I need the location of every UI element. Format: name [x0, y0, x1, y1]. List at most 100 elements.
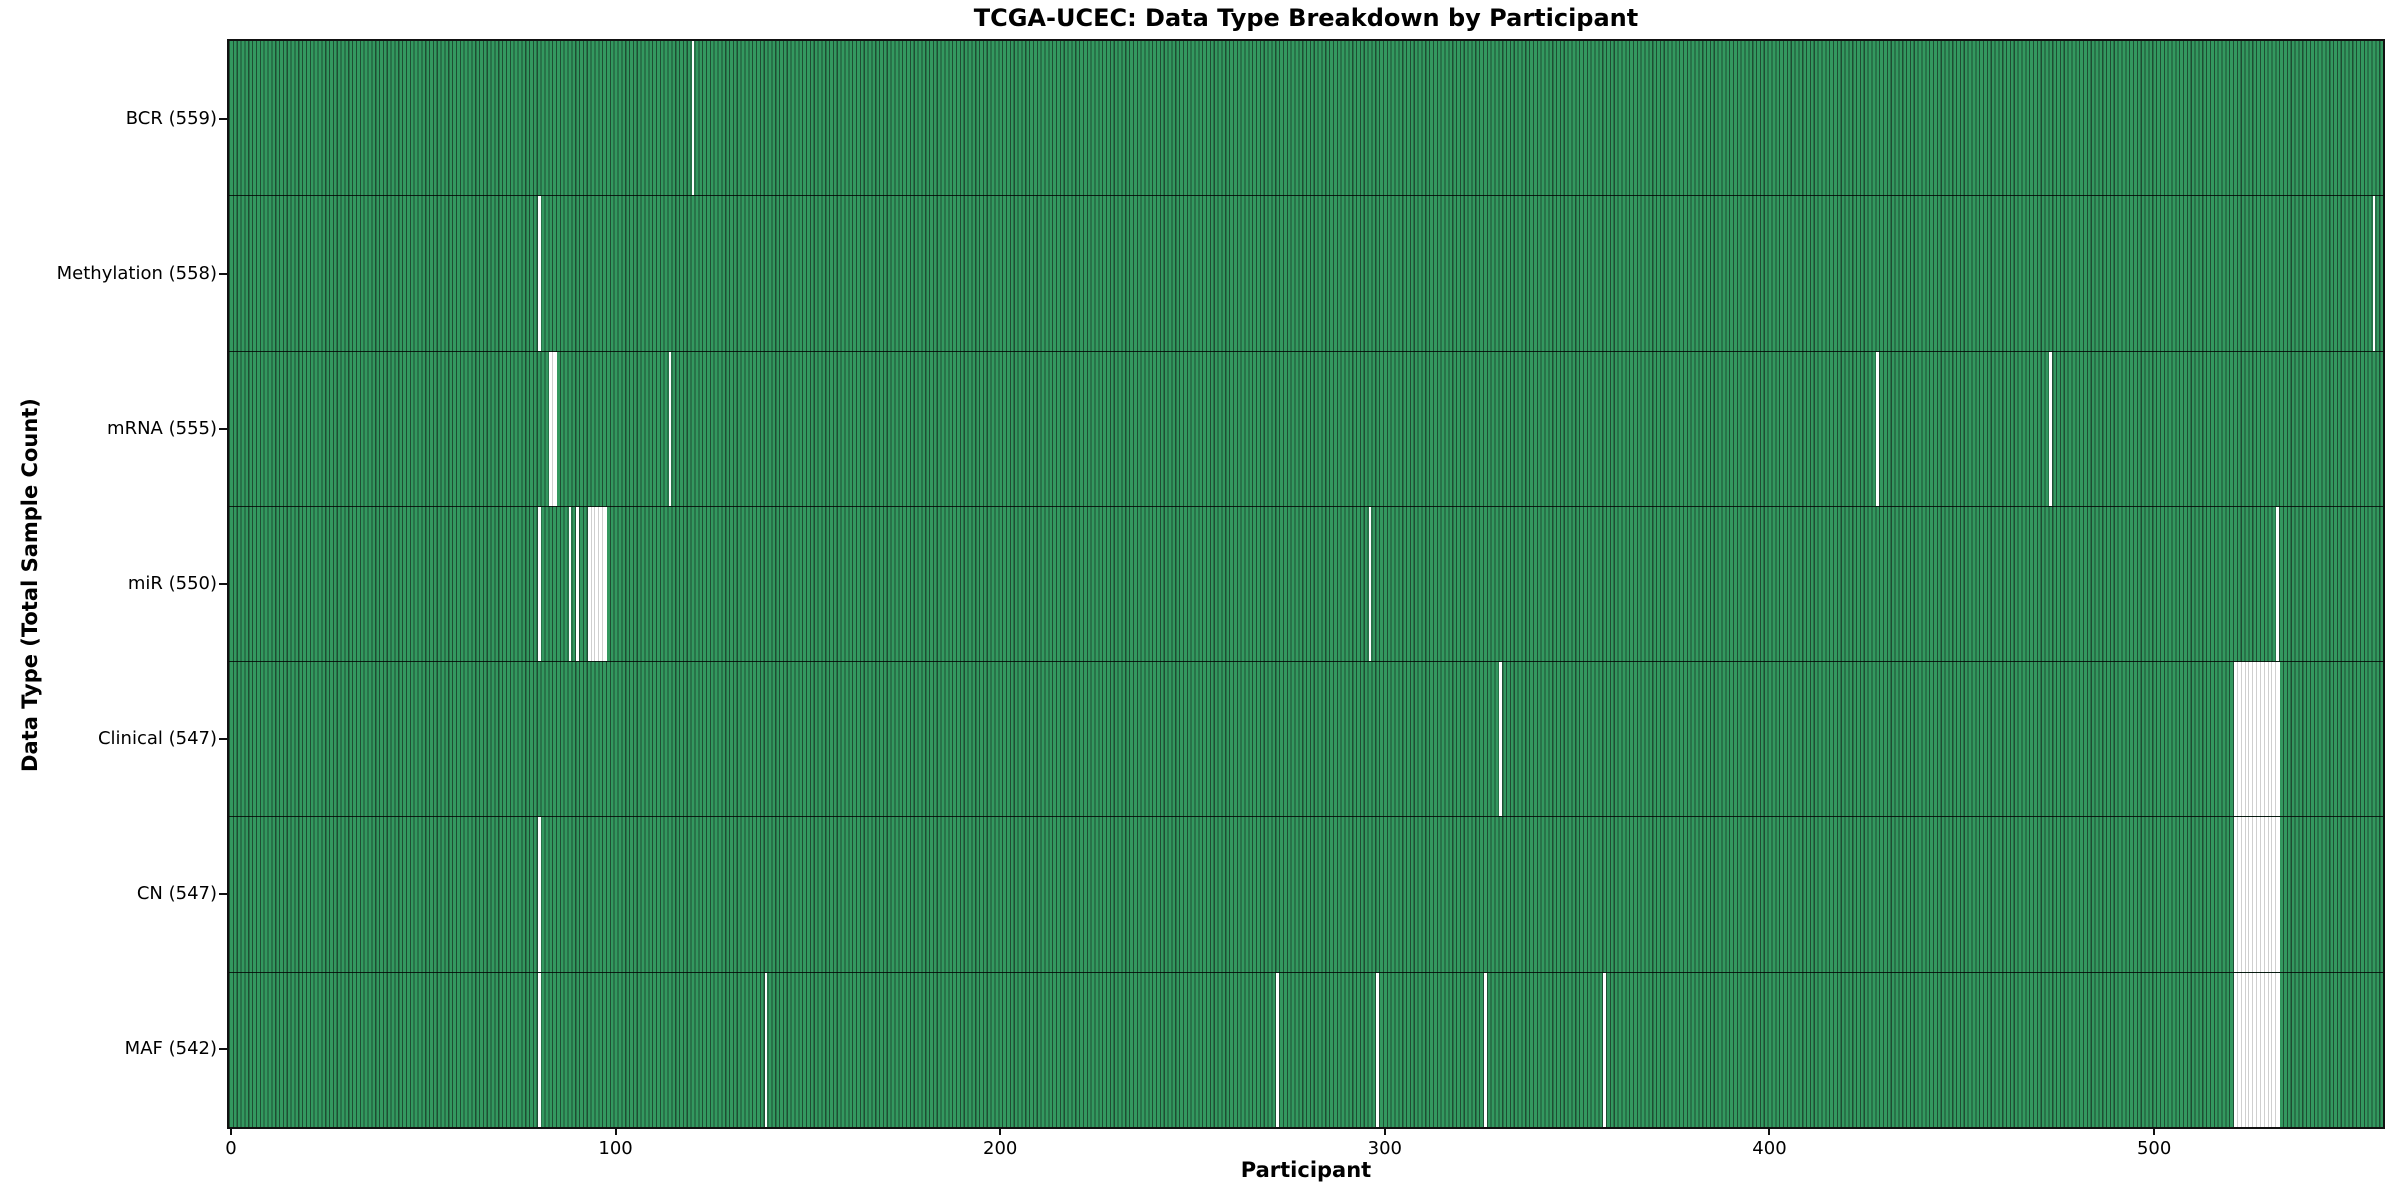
y-tick-label: miR (550) [127, 573, 217, 594]
absent-cell [2234, 662, 2237, 817]
x-tick-mark [1383, 1127, 1386, 1135]
absent-cell [587, 506, 591, 662]
y-tick-mark [219, 1048, 227, 1051]
absent-cell [2267, 662, 2273, 817]
absent-cell [2271, 817, 2277, 972]
y-tick-mark [219, 738, 227, 741]
x-tick-mark [999, 1127, 1002, 1135]
absent-cell [2267, 817, 2273, 972]
absent-cell [2252, 972, 2258, 1127]
x-tick-label: 500 [2136, 1138, 2172, 1159]
x-tick-label: 100 [598, 1138, 633, 1159]
absent-cell [576, 506, 579, 662]
absent-cell [2240, 972, 2246, 1127]
plot-area: Present Absent [227, 39, 2385, 1129]
absent-cell [2275, 662, 2281, 817]
y-tick-mark [219, 893, 227, 896]
absent-cell [2271, 662, 2277, 817]
absent-cell [549, 351, 553, 506]
absent-cell [1603, 972, 1606, 1127]
absent-cell [2252, 662, 2258, 817]
absent-cell [537, 196, 541, 351]
y-tick-label: BCR (559) [125, 107, 217, 129]
y-tick-label: CN (547) [136, 883, 217, 905]
absent-cell [2263, 662, 2269, 817]
absent-cell [2049, 351, 2053, 506]
absent-cell [1376, 972, 1380, 1127]
x-tick-label: 300 [1367, 1138, 1403, 1159]
absent-cell [2256, 662, 2261, 817]
x-tick-mark [2153, 1127, 2156, 1135]
absent-cell [537, 817, 541, 972]
x-tick-label: 400 [1752, 1138, 1787, 1159]
absent-cell [2267, 972, 2273, 1127]
absent-cell [537, 972, 541, 1127]
absent-cell [2236, 817, 2242, 972]
absent-cell [2259, 817, 2265, 972]
absent-cell [2244, 972, 2250, 1127]
absent-cell [568, 506, 572, 662]
x-tick-mark [229, 1127, 232, 1135]
x-tick-label: 0 [225, 1138, 237, 1159]
absent-cell [1276, 972, 1280, 1127]
y-tick-label: Methylation (558) [56, 262, 217, 284]
absent-cell [2256, 817, 2261, 972]
absent-cell [1368, 506, 1372, 662]
chart-title: TCGA-UCEC: Data Type Breakdown by Partic… [973, 4, 1639, 32]
presence-matrix [229, 41, 2383, 1127]
absent-cell [2244, 817, 2250, 972]
row-mRNA [229, 350, 2383, 506]
absent-cell [2248, 817, 2254, 972]
absent-cell [2236, 972, 2242, 1127]
y-tick-label: Clinical (547) [97, 728, 217, 750]
absent-cell [594, 506, 600, 662]
absent-cell [1484, 972, 1487, 1127]
absent-cell [2248, 972, 2254, 1127]
row-Clinical [229, 661, 2383, 817]
absent-cell [1499, 662, 1503, 817]
absent-cell [602, 506, 607, 662]
absent-cell [2263, 972, 2269, 1127]
y-tick-mark [219, 583, 227, 585]
absent-cell [537, 506, 541, 662]
absent-cell [2276, 506, 2280, 662]
absent-cell [691, 41, 695, 196]
absent-cell [2256, 972, 2261, 1127]
absent-cell [2234, 817, 2237, 972]
absent-cell [1876, 351, 1880, 506]
x-axis-label: Participant [1240, 1158, 1372, 1182]
absent-cell [598, 506, 604, 662]
absent-cell [2275, 972, 2281, 1127]
absent-cell [2252, 817, 2258, 972]
y-tick-label: mRNA (555) [107, 417, 217, 439]
y-tick-mark [219, 117, 227, 120]
absent-cell [2263, 817, 2269, 972]
absent-cell [764, 972, 768, 1127]
absent-cell [2372, 196, 2376, 351]
absent-cell [2234, 972, 2237, 1127]
x-tick-mark [1768, 1127, 1771, 1135]
absent-cell [668, 351, 672, 506]
absent-cell [2236, 662, 2242, 817]
row-BCR [229, 41, 2383, 196]
y-tick-mark [219, 427, 227, 430]
row-MAF [229, 971, 2383, 1127]
row-miR [229, 505, 2383, 662]
absent-cell [2259, 972, 2265, 1127]
absent-cell [2271, 972, 2277, 1127]
absent-cell [552, 351, 557, 506]
y-tick-label: MAF (542) [124, 1038, 217, 1060]
absent-cell [2275, 817, 2281, 972]
row-Methylation [229, 195, 2383, 351]
y-tick-mark [219, 272, 227, 275]
row-CN [229, 816, 2383, 972]
absent-cell [2240, 662, 2246, 817]
absent-cell [590, 506, 596, 662]
x-tick-label: 200 [983, 1138, 1018, 1159]
absent-cell [2259, 662, 2265, 817]
absent-cell [2244, 662, 2250, 817]
absent-cell [2248, 662, 2254, 817]
x-tick-mark [614, 1127, 617, 1135]
absent-cell [2240, 817, 2246, 972]
